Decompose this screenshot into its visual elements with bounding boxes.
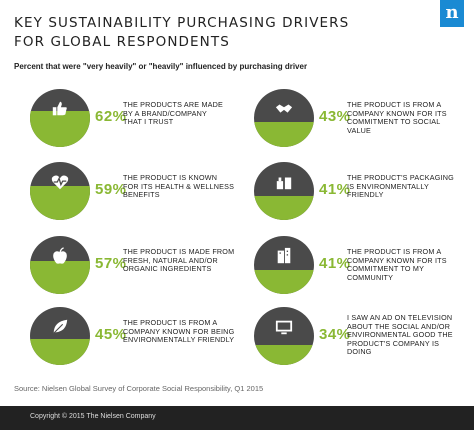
handshake-icon [275,100,293,118]
driver-description-line: FOR ITS HEALTH & WELLNESS [123,181,235,191]
driver-percent-circle [30,89,90,147]
subtitle: Percent that were "very heavily" or "hea… [14,62,308,71]
heartbeat-icon [51,173,69,191]
driver-description-line: THE PRODUCT IS FROM A [347,100,442,109]
driver-description-line: COMPANY KNOWN FOR BEING [123,326,235,336]
leaf-icon [51,318,69,336]
driver-description-line: COMPANY KNOWN FOR ITS [347,108,447,118]
driver-percent-fill [254,270,314,294]
driver-percent-label: 59% [95,181,127,198]
driver-description: THE PRODUCT IS KNOWN FOR ITS HEALTH & WEL… [123,173,238,200]
driver-description: I SAW AN AD ON TELEVISION ABOUT THE SOCIA… [347,313,462,357]
driver-item: 34% I SAW AN AD ON TELEVISION ABOUT THE SO… [236,300,461,372]
driver-description: THE PRODUCT IS MADE FROM FRESH, NATURAL A… [123,247,238,274]
driver-description-line: ENVIRONMENTAL GOOD THE [347,330,453,340]
driver-percent-label: 57% [95,255,127,272]
driver-description: THE PRODUCT IS FROM A COMPANY KNOWN FOR I… [347,247,462,282]
driver-percent-label: 43% [319,108,351,125]
title-line-1: KEY SUSTAINABILITY PURCHASING DRIVERS [14,15,350,31]
driver-description: THE PRODUCT'S PACKAGING IS ENVIRONMENTALL… [347,173,462,200]
driver-description-line: THE PRODUCT IS MADE FROM [123,247,235,256]
copyright-text: Copyright © 2015 The Nielsen Company [30,413,156,420]
source-note: Source: Nielsen Global Survey of Corpora… [14,384,264,393]
driver-description-line: COMMITMENT TO SOCIAL VALUE [347,117,441,135]
driver-percent-circle [30,307,90,365]
driver-description-line: ENVIRONMENTALLY FRIENDLY [123,335,235,345]
driver-percent-circle [254,236,314,294]
driver-description-line: COMPANY KNOWN FOR ITS [347,255,447,265]
driver-percent-label: 34% [319,326,351,343]
driver-percent-circle [254,89,314,147]
driver-description-line: I SAW AN AD ON TELEVISION [347,313,453,322]
driver-description: THE PRODUCT IS FROM A COMPANY KNOWN FOR B… [123,318,238,345]
nielsen-logo: n [440,0,464,27]
driver-description-line: THAT I TRUST [123,117,174,127]
driver-item: 59% THE PRODUCT IS KNOWN FOR ITS HEALTH & … [12,155,237,227]
thumbs-up-icon [51,100,69,118]
driver-percent-circle [254,307,314,365]
driver-description-line: THE PRODUCT IS FROM A [123,318,218,327]
driver-percent-fill [254,196,314,220]
buildings-icon [275,247,293,265]
driver-percent-fill [30,111,90,147]
driver-description-line: BENEFITS [123,190,160,200]
driver-description-line: THE PRODUCT IS FROM A [347,247,442,256]
driver-item: 45% THE PRODUCT IS FROM A COMPANY KNOWN FO… [12,300,237,372]
driver-percent-fill [254,122,314,147]
logo-letter: n [445,2,459,23]
driver-percent-fill [254,345,314,365]
driver-percent-circle [30,162,90,220]
driver-description-line: BY A BRAND/COMPANY [123,108,208,118]
driver-percent-fill [30,260,90,294]
driver-description: THE PRODUCTS ARE MADE BY A BRAND/COMPANY T… [123,100,238,127]
driver-percent-label: 41% [319,181,351,198]
driver-item: 57% THE PRODUCT IS MADE FROM FRESH, NATURA… [12,229,237,301]
driver-description-line: FRESH, NATURAL AND/OR [123,255,218,265]
driver-item: 41% THE PRODUCT'S PACKAGING IS ENVIRONMENT… [236,155,461,227]
page-title: KEY SUSTAINABILITY PURCHASING DRIVERS FO… [14,14,434,52]
driver-description-line: IS ENVIRONMENTALLY [347,181,430,191]
driver-description-line: THE PRODUCTS ARE MADE [123,100,224,109]
driver-percent-label: 41% [319,255,351,272]
apple-icon [51,247,69,265]
title-line-2: FOR GLOBAL RESPONDENTS [14,34,230,50]
driver-description-line: ABOUT THE SOCIAL AND/OR [347,321,451,331]
driver-percent-label: 45% [95,326,127,343]
driver-percent-fill [30,338,90,365]
driver-description-line: COMMITMENT TO MY COMMUNITY [347,264,424,282]
driver-percent-circle [254,162,314,220]
driver-percent-label: 62% [95,108,127,125]
packaging-icon [275,173,293,191]
driver-description-line: ORGANIC INGREDIENTS [123,264,212,274]
driver-percent-circle [30,236,90,294]
driver-description-line: THE PRODUCT IS KNOWN [123,173,218,182]
driver-description-line: THE PRODUCT'S PACKAGING [347,173,454,182]
driver-percent-fill [30,185,90,220]
driver-item: 41% THE PRODUCT IS FROM A COMPANY KNOWN FO… [236,229,461,301]
television-icon [275,318,293,336]
driver-description: THE PRODUCT IS FROM A COMPANY KNOWN FOR I… [347,100,462,135]
driver-item: 62% THE PRODUCTS ARE MADE BY A BRAND/COMPA… [12,82,237,154]
driver-description-line: PRODUCT'S COMPANY IS DOING [347,338,440,357]
footer-bar: Copyright © 2015 The Nielsen Company [0,406,474,430]
driver-item: 43% THE PRODUCT IS FROM A COMPANY KNOWN FO… [236,82,461,154]
driver-description-line: FRIENDLY [347,190,384,200]
